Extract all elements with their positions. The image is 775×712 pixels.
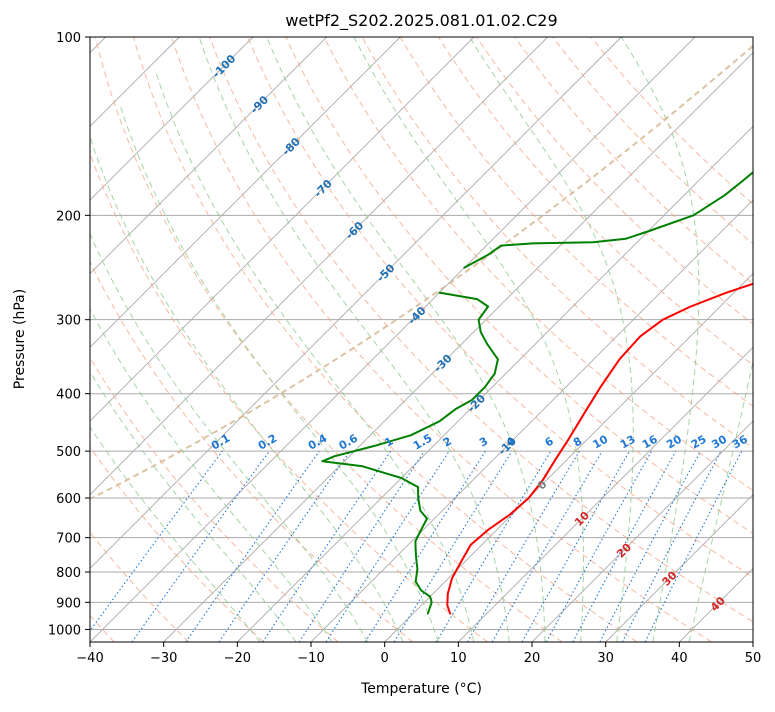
moist-adiabat-line: [90, 232, 369, 642]
mixing-ratio-line: [435, 450, 552, 642]
moist-adiabat-line: [620, 37, 700, 642]
y-tick-label: 300: [56, 314, 81, 329]
dewpoint-profile-line: [463, 170, 753, 269]
isotherm-line: [90, 37, 475, 422]
moist-adiabat-line: [469, 37, 634, 642]
moist-adiabat-line: [266, 37, 546, 642]
isotherm-line: [531, 420, 753, 642]
moist-adiabat-line: [90, 426, 261, 642]
dry-adiabat-line: [90, 260, 414, 642]
isotherm-line: [605, 494, 753, 642]
x-axis-label: Temperature (°C): [360, 681, 482, 697]
x-tick-label: 30: [597, 651, 614, 666]
moist-adiabat-line: [688, 359, 753, 642]
isotherm-line: [384, 273, 753, 642]
moist-adiabat-line: [155, 72, 475, 642]
dewpoint-profile-line: [321, 291, 499, 615]
mixing-ratio-line: [131, 450, 270, 642]
isotherm-line: [163, 52, 753, 642]
isotherm-line: [90, 37, 401, 348]
extra-reference-curve: [90, 44, 753, 501]
y-tick-label: 400: [56, 388, 81, 403]
mixing-ratio-line: [218, 450, 351, 642]
dry-adiabat-line: [247, 37, 753, 578]
y-tick-label: 1000: [48, 623, 81, 638]
isotherm-line: [90, 37, 548, 496]
chart-title: wetPf2_S202.2025.081.01.02.C29: [285, 11, 557, 31]
isotherm-line: [237, 125, 753, 642]
isotherm-line: [90, 37, 622, 569]
x-tick-label: 50: [745, 651, 762, 666]
moist-adiabat-line: [119, 104, 439, 642]
temperature-profile-line: [446, 282, 753, 615]
y-axis-label: Pressure (hPa): [12, 289, 28, 389]
dry-adiabat-line: [361, 37, 753, 449]
dry-adiabat-line: [90, 446, 264, 642]
isotherm-line: [90, 37, 696, 642]
background-lines: [90, 37, 753, 642]
x-tick-label: 0: [381, 651, 389, 666]
dry-adiabat-line: [323, 37, 753, 491]
mixing-ratio-line: [572, 450, 677, 642]
mixing-ratio-line: [364, 450, 486, 642]
y-tick-label: 900: [56, 596, 81, 611]
dry-adiabat-line: [476, 37, 753, 325]
dry-adiabat-line: [399, 37, 753, 407]
mixing-ratio-line: [491, 450, 603, 642]
moist-adiabat-line: [90, 370, 297, 642]
moist-adiabat-line: [198, 37, 510, 642]
isotherm-line: [90, 37, 254, 201]
x-tick-label: −10: [297, 651, 324, 666]
dry-adiabat-line: [209, 37, 753, 623]
x-tick-label: 10: [450, 651, 467, 666]
moist-adiabat-line: [90, 135, 404, 642]
y-tick-label: 700: [56, 532, 81, 547]
x-tick-label: 40: [671, 651, 688, 666]
mixing-ratio-line: [185, 450, 320, 642]
moist-adiabat-line: [90, 307, 333, 642]
y-tick-label: 800: [56, 566, 81, 581]
dry-adiabat-line: [94, 37, 563, 642]
isotherm-line: [90, 37, 327, 275]
series-layer: [321, 170, 753, 615]
axes: −40 −30 −20 −10 0 10 20 30 40 50 100 200 300 400 500 60…: [48, 31, 761, 666]
dry-adiabat-line: [132, 37, 638, 642]
mixing-ratio-line: [325, 450, 450, 642]
y-tick-label: 100: [56, 31, 81, 46]
mixing-ratio-line: [90, 450, 223, 632]
x-tick-label: −40: [76, 651, 103, 666]
mixing-ratio-line: [521, 450, 630, 642]
isotherm-line: [458, 346, 753, 642]
x-tick-label: 20: [524, 651, 541, 666]
x-tick-label: −30: [150, 651, 177, 666]
plot-frame: [89, 36, 754, 643]
x-tick-label: −20: [224, 651, 251, 666]
dry-adiabat-line: [514, 37, 753, 285]
mixing-ratio-line: [545, 450, 653, 642]
y-tick-label: 600: [56, 492, 81, 507]
mixing-ratio-line: [467, 450, 580, 642]
mixing-ratio-line: [393, 450, 513, 642]
y-tick-label: 500: [56, 445, 81, 460]
y-tick-label: 200: [56, 209, 81, 224]
isotherm-line: [752, 641, 753, 642]
moist-adiabat-line: [353, 37, 584, 642]
